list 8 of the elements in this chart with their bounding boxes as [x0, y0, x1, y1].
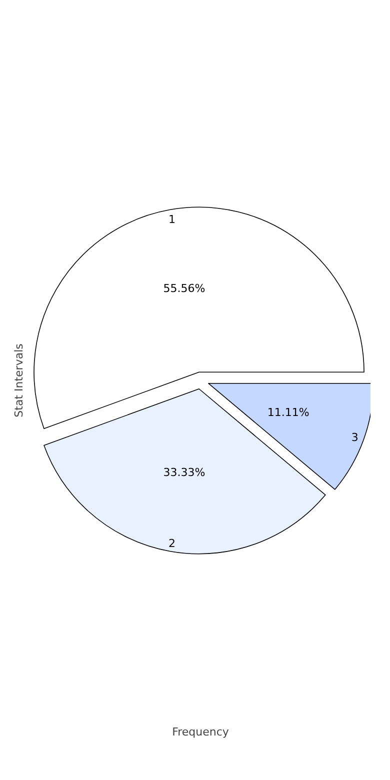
- slice-label: 1: [168, 213, 176, 226]
- data-label: 11.11%: [267, 406, 310, 419]
- slice-label: 2: [168, 536, 176, 550]
- data-label: 55.56%: [163, 282, 206, 295]
- slice-label: 3: [351, 431, 358, 444]
- text: Frequency: [172, 726, 230, 738]
- data-label: 33.33%: [163, 466, 206, 480]
- text: Stat Intervals: [12, 343, 26, 418]
